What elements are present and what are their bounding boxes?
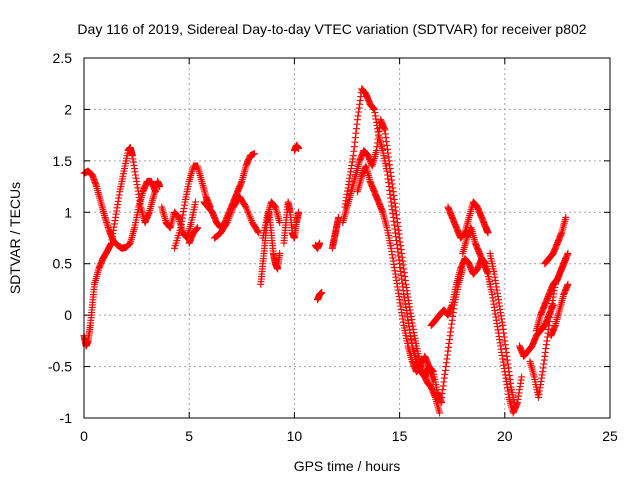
x-tick-label: 25: [602, 428, 618, 444]
y-tick-label: 1: [64, 204, 72, 220]
plot-frame: [83, 57, 611, 419]
data-point-group: [532, 255, 570, 335]
data-point-group: [290, 141, 303, 155]
y-tick-label: -1: [60, 410, 73, 426]
data-point-group: [541, 213, 570, 268]
data-point-group: [171, 162, 214, 252]
axis-ticks: 0 5 10 15 20 25 -1 -0.5 0 0.5 1 1.5 2 2.5: [48, 50, 618, 444]
data-point-group: [328, 213, 343, 252]
x-tick-label: 20: [497, 428, 513, 444]
data-point-group: [314, 289, 326, 304]
x-tick-label: 15: [392, 428, 408, 444]
data-point-group: [444, 198, 492, 242]
data-point-group: [280, 198, 303, 247]
data-point-group: [486, 249, 519, 412]
y-tick-label: 0: [64, 307, 72, 323]
data-point-group: [311, 239, 324, 252]
x-axis-label: GPS time / hours: [294, 458, 401, 474]
y-tick-label: 1.5: [53, 153, 73, 169]
data-point-group: [259, 198, 284, 242]
y-tick-label: 2.5: [53, 50, 73, 66]
y-tick-label: 0.5: [53, 256, 73, 272]
data-point-group: [210, 193, 263, 242]
data-point-group: [547, 280, 572, 340]
data-point-group: [438, 265, 467, 401]
x-tick-label: 0: [80, 428, 88, 444]
x-tick-label: 10: [287, 428, 303, 444]
y-tick-label: 2: [64, 101, 72, 117]
data-point-group: [339, 116, 444, 417]
y-tick-label: -0.5: [48, 359, 72, 375]
data-point-group: [354, 162, 437, 386]
y-axis-label: SDTVAR / TECUs: [7, 182, 23, 294]
data-point-group: [185, 224, 202, 247]
x-tick-label: 5: [185, 428, 193, 444]
chart-title: Day 116 of 2019, Sidereal Day-to-day VTE…: [77, 21, 586, 37]
